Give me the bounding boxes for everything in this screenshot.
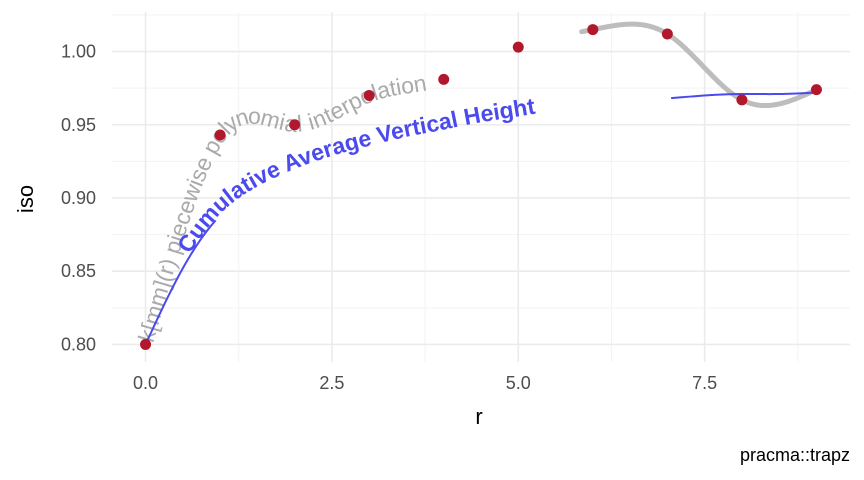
data-point xyxy=(810,84,822,96)
y-tick-label: 0.80 xyxy=(61,334,96,354)
y-axis-title: iso xyxy=(13,185,38,213)
points-layer xyxy=(140,24,822,350)
x-axis-title: r xyxy=(475,404,482,429)
data-point xyxy=(140,338,152,350)
data-point xyxy=(512,41,524,53)
y-tick-label: 0.95 xyxy=(61,115,96,135)
x-tick-label: 0.0 xyxy=(133,373,158,393)
y-tick-labels: 0.80 0.85 0.90 0.95 1.00 xyxy=(61,42,96,355)
data-point xyxy=(289,119,301,131)
interpolation-curve xyxy=(579,21,819,109)
data-point xyxy=(736,94,748,106)
x-tick-labels: 0.0 2.5 5.0 7.5 xyxy=(133,373,717,393)
data-point xyxy=(214,129,226,141)
data-point xyxy=(661,28,673,40)
y-tick-label: 1.00 xyxy=(61,42,96,62)
cumulative-curve-start xyxy=(144,219,217,345)
data-point xyxy=(438,73,450,85)
y-tick-label: 0.85 xyxy=(61,261,96,281)
data-point xyxy=(363,89,375,101)
chart-caption: pracma::trapz xyxy=(740,445,850,465)
y-tick-label: 0.90 xyxy=(61,188,96,208)
x-tick-label: 7.5 xyxy=(692,373,717,393)
x-tick-label: 2.5 xyxy=(319,373,344,393)
grid-minor xyxy=(112,12,850,362)
grid-major xyxy=(112,12,850,362)
x-tick-label: 5.0 xyxy=(506,373,531,393)
cumulative-curve-end xyxy=(671,91,816,100)
data-point xyxy=(587,24,599,36)
